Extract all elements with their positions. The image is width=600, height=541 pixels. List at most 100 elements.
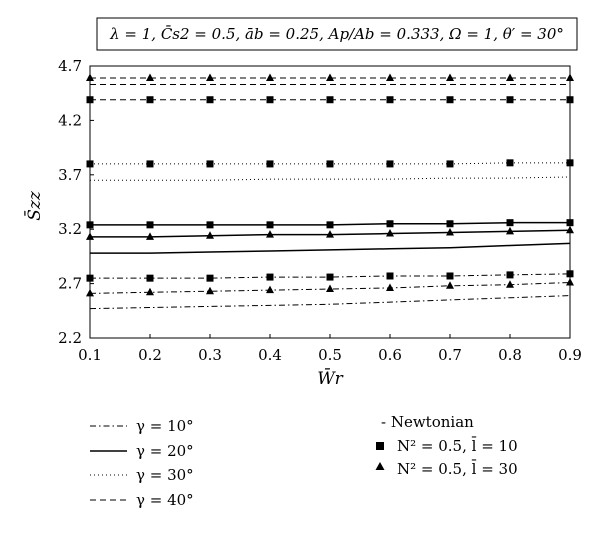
square-marker xyxy=(326,221,334,229)
square-marker xyxy=(326,160,334,168)
square-marker xyxy=(206,96,214,104)
square-marker xyxy=(386,96,394,104)
triangle-marker xyxy=(506,73,514,81)
x-tick-label: 0.4 xyxy=(258,346,282,364)
triangle-marker xyxy=(506,280,514,288)
legend-label-square: N² = 0.5, l̄ = 10 xyxy=(397,437,518,455)
square-marker xyxy=(206,160,214,168)
square-marker xyxy=(566,270,574,278)
square-marker xyxy=(506,271,514,279)
square-marker xyxy=(146,274,154,282)
square-marker xyxy=(506,219,514,227)
square-marker xyxy=(506,96,514,104)
legend-label-style-0: γ = 10° xyxy=(136,417,194,435)
x-tick-label: 0.7 xyxy=(438,346,462,364)
square-marker xyxy=(326,273,334,281)
plot-area xyxy=(89,65,571,339)
square-marker xyxy=(566,96,574,104)
triangle-marker xyxy=(326,230,334,238)
y-tick-label: 4.2 xyxy=(58,111,82,129)
triangle-marker xyxy=(266,230,274,238)
x-axis-label: W̄r xyxy=(317,367,343,389)
triangle-marker xyxy=(146,287,154,296)
square-marker xyxy=(446,96,454,104)
x-tick-label: 0.9 xyxy=(558,346,582,364)
square-marker xyxy=(566,219,574,227)
triangle-marker xyxy=(566,73,574,81)
square-marker xyxy=(386,272,394,280)
x-tick-label: 0.8 xyxy=(498,346,522,364)
legend-markers: - Newtonian N² = 0.5, l̄ = 10 N² = 0.5, … xyxy=(375,413,518,478)
triangle-marker xyxy=(206,73,214,81)
square-marker xyxy=(86,274,94,282)
legend-square-marker xyxy=(376,442,384,450)
triangle-marker xyxy=(266,285,274,294)
series-line-0 xyxy=(89,295,571,310)
triangle-marker xyxy=(86,288,94,297)
y-tick-label: 4.7 xyxy=(58,57,82,75)
square-marker xyxy=(266,273,274,281)
y-tick-label: 3.2 xyxy=(58,220,82,238)
square-marker xyxy=(386,160,394,168)
square-marker xyxy=(446,272,454,280)
triangle-marker xyxy=(206,286,214,295)
y-axis-label: S̄zz xyxy=(23,190,45,221)
triangle-marker xyxy=(446,281,454,289)
square-marker xyxy=(86,221,94,229)
y-tick-label: 2.2 xyxy=(58,329,82,347)
series-line-3 xyxy=(90,242,571,254)
triangle-marker xyxy=(326,284,334,293)
triangle-marker xyxy=(326,73,334,81)
triangle-marker xyxy=(386,229,394,237)
legend-label-style-2: γ = 30° xyxy=(136,466,194,484)
triangle-marker xyxy=(566,278,574,286)
triangle-marker xyxy=(266,73,274,81)
series-layer xyxy=(86,73,574,310)
square-marker xyxy=(326,96,334,104)
series-line-6 xyxy=(90,176,571,181)
triangle-marker xyxy=(146,73,154,81)
axis-ticks: 0.1 0.2 0.3 0.4 0.5 0.6 0.7 0.8 0.9 2.2 2.7 3.2 3.7 4… xyxy=(58,57,582,364)
square-marker xyxy=(146,160,154,168)
triangle-marker xyxy=(446,73,454,81)
triangle-marker xyxy=(506,226,514,235)
x-tick-label: 0.6 xyxy=(378,346,402,364)
square-marker xyxy=(206,274,214,282)
legend-label-triangle: N² = 0.5, l̄ = 30 xyxy=(397,460,518,478)
triangle-marker xyxy=(566,225,574,234)
square-marker xyxy=(566,159,574,167)
square-marker xyxy=(206,221,214,229)
legend-styles: γ = 10° γ = 20° γ = 30° γ = 40° xyxy=(90,417,194,509)
square-marker xyxy=(86,96,94,104)
square-marker xyxy=(266,96,274,104)
triangle-marker xyxy=(386,283,394,291)
x-tick-label: 0.2 xyxy=(138,346,162,364)
parameter-box xyxy=(96,17,578,51)
triangle-marker xyxy=(446,227,454,236)
x-tick-label: 0.1 xyxy=(78,346,102,364)
square-marker xyxy=(446,220,454,228)
square-marker xyxy=(386,220,394,228)
square-marker xyxy=(86,160,94,168)
y-tick-label: 3.7 xyxy=(58,166,82,184)
triangle-marker xyxy=(386,73,394,81)
triangle-marker xyxy=(86,73,94,81)
square-marker xyxy=(146,221,154,229)
legend-label-style-1: γ = 20° xyxy=(136,442,194,460)
triangle-marker xyxy=(146,232,154,240)
legend-triangle-marker xyxy=(375,462,385,470)
square-marker xyxy=(266,160,274,168)
square-marker xyxy=(446,160,454,168)
triangle-marker xyxy=(86,232,94,240)
x-tick-label: 0.3 xyxy=(198,346,222,364)
legend-label-newtonian: - Newtonian xyxy=(381,413,474,431)
parameter-text: λ = 1, C̄s2 = 0.5, āb = 0.25, Ap/Ab = 0.… xyxy=(109,25,564,43)
square-marker xyxy=(266,221,274,229)
square-marker xyxy=(146,96,154,104)
x-tick-label: 0.5 xyxy=(318,346,342,364)
square-marker xyxy=(506,159,514,167)
legend-label-style-3: γ = 40° xyxy=(136,491,194,509)
triangle-marker xyxy=(206,231,214,239)
y-tick-label: 2.7 xyxy=(58,275,82,293)
